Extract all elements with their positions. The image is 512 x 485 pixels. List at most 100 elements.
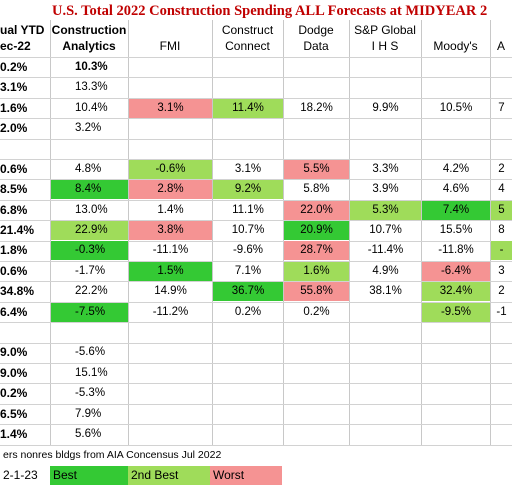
actual-ytd-cell: 21.4% (0, 222, 35, 237)
forecast-cell (422, 364, 490, 383)
forecast-cell: -11.1% (152, 244, 189, 257)
construction-analytics-cell: 7.9% (75, 407, 102, 420)
forecast-cell (213, 425, 283, 444)
column-divider (50, 20, 51, 445)
forecast-cell: -11.2% (152, 305, 189, 318)
row-divider (0, 403, 512, 405)
construction-analytics-cell: 3.2% (75, 121, 102, 134)
forecast-cell (422, 78, 490, 97)
forecast-cell: 11.1% (232, 203, 264, 216)
forecast-cell (129, 343, 212, 362)
forecast-cell: 7 (498, 101, 505, 114)
column-header: Dodge (298, 23, 334, 37)
actual-ytd-cell: 0.6% (0, 161, 28, 176)
forecast-cell (422, 343, 490, 362)
forecast-cell: 4.2% (442, 162, 470, 175)
forecast-cell (284, 119, 349, 138)
forecast-cell (129, 119, 212, 138)
forecast-cell: 10.5% (439, 101, 473, 114)
forecast-cell (350, 343, 421, 362)
forecast-cell: 1.5% (129, 261, 212, 281)
row-divider (0, 261, 512, 262)
forecast-cell: 3 (498, 264, 505, 277)
actual-ytd-cell (0, 323, 49, 342)
forecast-cell (129, 139, 212, 158)
construction-analytics-cell: 8.4% (51, 180, 128, 200)
column-divider (490, 20, 491, 445)
forecast-cell: 14.9% (154, 285, 187, 298)
forecast-cell: 20.9% (284, 220, 349, 240)
forecast-cell: -1 (496, 305, 507, 318)
date-label: 2-1-23 (3, 467, 38, 482)
construction-analytics-cell: 10.3% (75, 60, 108, 73)
forecast-cell (422, 405, 490, 424)
forecast-cell: 9.9% (372, 101, 399, 114)
forecast-cell (129, 405, 212, 424)
forecast-cell (213, 405, 283, 424)
forecast-cell: 4.6% (442, 183, 470, 196)
forecast-cell (284, 343, 349, 362)
actual-ytd-cell (0, 139, 49, 158)
column-header: I H S (371, 39, 399, 53)
forecast-cell (350, 323, 421, 342)
construction-analytics-cell: 13.3% (75, 81, 108, 94)
column-divider (349, 20, 350, 445)
forecast-cell: 22.0% (284, 200, 349, 220)
forecast-cell: -11.4% (367, 244, 404, 257)
legend-worst: Worst (210, 465, 282, 485)
forecast-cell (491, 343, 512, 362)
actual-ytd-cell: 0.2% (0, 386, 28, 401)
row-divider (0, 77, 512, 79)
forecast-cell (491, 139, 512, 158)
forecast-cell (129, 364, 212, 383)
forecast-cell (422, 425, 490, 444)
forecast-cell (350, 303, 421, 322)
forecast-cell (284, 384, 349, 403)
forecast-cell: 3.8% (129, 220, 212, 240)
forecast-cell (350, 364, 421, 383)
forecast-cell (422, 323, 490, 342)
row-divider (0, 240, 512, 242)
row-divider (0, 138, 512, 140)
forecast-cell (491, 323, 512, 342)
forecast-cell (213, 323, 283, 342)
construction-analytics-cell: -5.6% (75, 346, 106, 359)
actual-ytd-cell: 1.4% (0, 426, 28, 441)
forecast-cell: -0.6% (129, 159, 212, 179)
column-divider (212, 20, 213, 445)
forecast-cell: 0.2% (234, 305, 262, 318)
forecast-cell: 38.1% (369, 285, 402, 298)
row-divider (0, 444, 512, 446)
forecast-cell (129, 425, 212, 444)
forecast-cell (491, 364, 512, 383)
row-divider (0, 159, 512, 160)
forecast-cell (213, 139, 283, 158)
forecast-cell: 7.1% (234, 264, 262, 277)
row-divider (0, 97, 512, 99)
column-header: Construct (221, 23, 274, 37)
actual-ytd-cell: 1.8% (0, 243, 28, 258)
forecast-cell (284, 58, 349, 77)
forecast-cell (213, 119, 283, 138)
forecast-cell (129, 384, 212, 403)
forecast-cell: 2 (498, 285, 505, 298)
forecast-cell: 15.5% (439, 223, 473, 236)
forecast-cell: 5.3% (350, 200, 421, 220)
forecast-cell (129, 58, 212, 77)
forecast-cell: -9.6% (232, 244, 264, 257)
actual-ytd-cell: 9.0% (0, 345, 28, 360)
actual-ytd-cell: 34.8% (0, 284, 35, 299)
forecast-cell (350, 119, 421, 138)
column-header: A (496, 39, 505, 53)
column-divider (421, 20, 422, 445)
forecast-cell: 36.7% (213, 282, 283, 302)
actual-ytd-cell: 8.5% (0, 182, 28, 197)
forecast-cell: -9.5% (422, 302, 490, 322)
forecast-cell (284, 364, 349, 383)
forecast-cell: 55.8% (284, 282, 349, 302)
row-divider (0, 57, 512, 58)
construction-analytics-cell: -0.3% (51, 241, 128, 261)
forecast-cell (284, 425, 349, 444)
column-header: Data (303, 39, 329, 53)
forecast-cell: 3.3% (372, 162, 399, 175)
